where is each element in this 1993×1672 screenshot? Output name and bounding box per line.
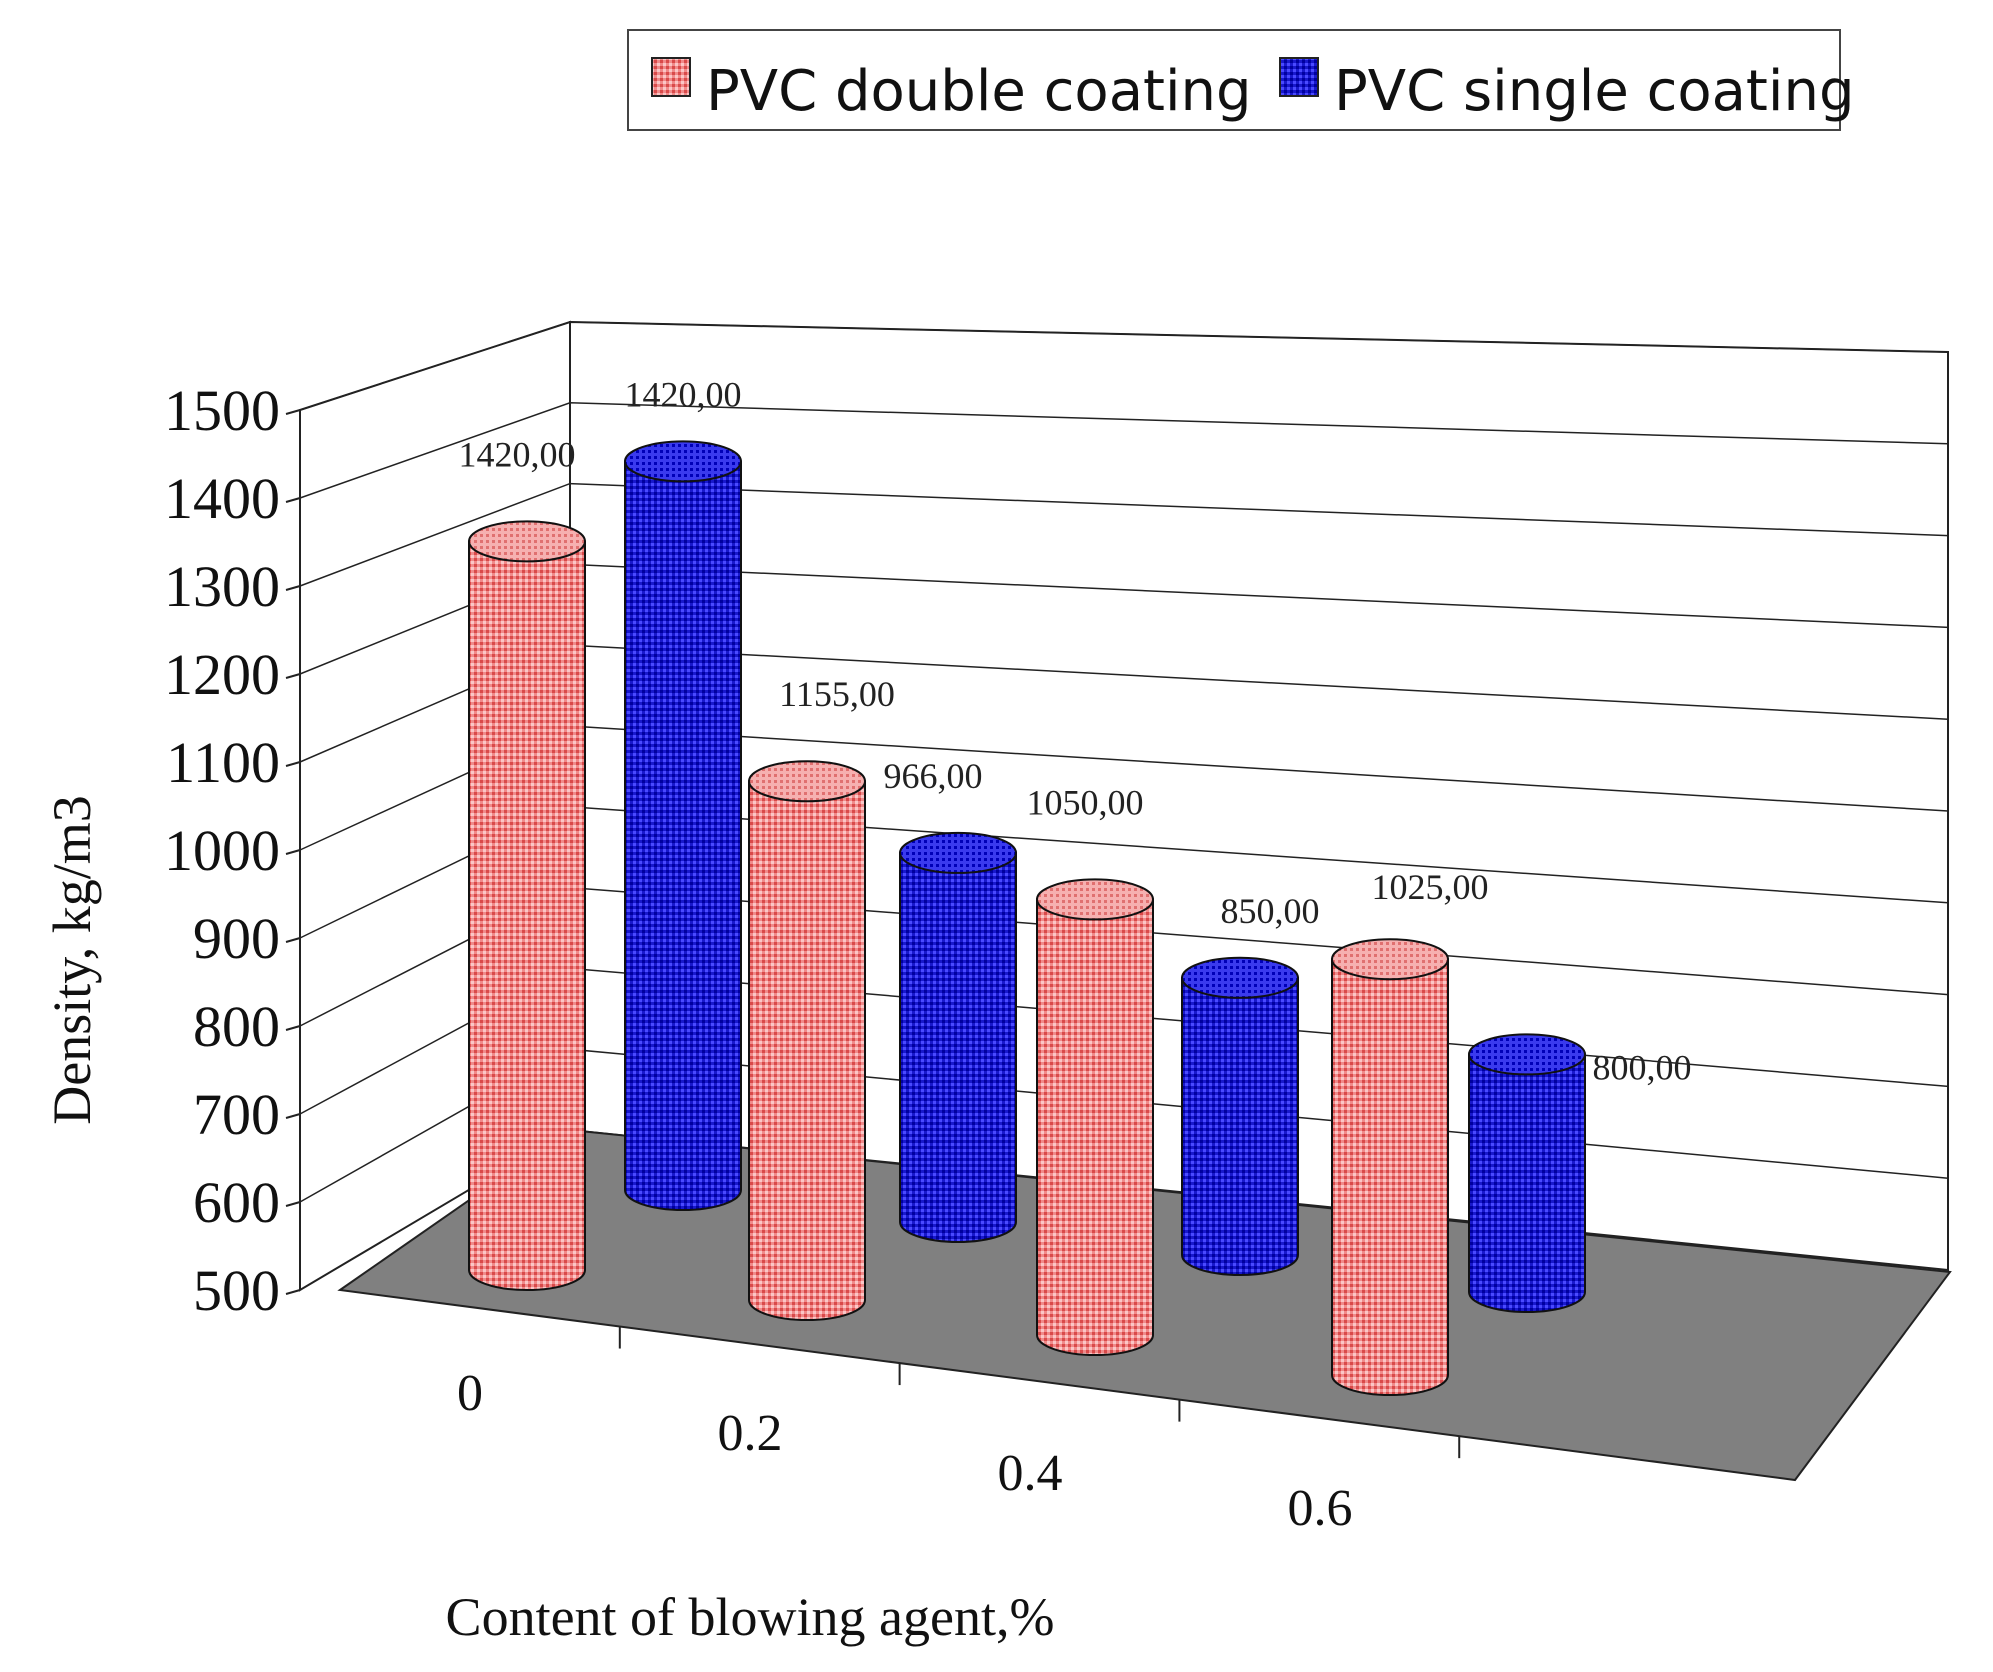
legend-swatch-double [651, 57, 691, 97]
bar-double-coating [1036, 878, 1154, 1356]
bar-top [899, 831, 1017, 874]
x-axis-label: Content of blowing agent,% [446, 1587, 1055, 1647]
y-axis-label: Density, kg/m3 [42, 795, 102, 1124]
bar-body [1181, 976, 1299, 1276]
bars [468, 440, 1586, 1396]
bar-double-coating [468, 520, 586, 1291]
bar-single-coating [624, 440, 742, 1211]
y-tick-mark [285, 1289, 301, 1295]
data-label: 1025,00 [1372, 867, 1489, 907]
bar-double-coating [1331, 938, 1449, 1396]
bar-body [1036, 898, 1154, 1356]
y-tick-mark [285, 497, 301, 503]
bar-top [1468, 1033, 1586, 1076]
y-tick-label: 1300 [164, 554, 280, 619]
y-tick-mark [285, 761, 301, 767]
data-label: 966,00 [884, 756, 983, 796]
data-label: 1050,00 [1027, 782, 1144, 822]
legend: PVC double coating PVC single coating [627, 29, 1855, 131]
y-tick-label: 1200 [164, 642, 280, 707]
y-tick-label: 600 [193, 1170, 280, 1235]
y-tick-mark [285, 409, 301, 415]
bar-top [748, 760, 866, 803]
data-label: 800,00 [1593, 1047, 1692, 1087]
y-tick-label: 1500 [164, 378, 280, 443]
y-tick-mark [285, 1201, 301, 1207]
y-tick-mark [285, 673, 301, 679]
bar-top [1036, 878, 1154, 921]
y-tick-label: 700 [193, 1082, 280, 1147]
bar-body [1468, 1053, 1586, 1313]
x-tick-label: 0 [457, 1365, 483, 1422]
y-tick-mark [285, 849, 301, 855]
bar-top [624, 440, 742, 483]
legend-label-double: PVC double coating [706, 59, 1252, 124]
bar-top [468, 520, 586, 563]
data-label: 850,00 [1221, 891, 1320, 931]
bar-single-coating [899, 831, 1017, 1243]
bar-body [1331, 958, 1449, 1396]
y-axis: 500 600 700 800 900 1000 1100 1200 1300 1400 1500 [164, 378, 301, 1323]
x-tick-label: 0.2 [718, 1405, 783, 1462]
legend-box [627, 29, 1841, 131]
y-tick-mark [285, 585, 301, 591]
x-tick-label: 0.6 [1288, 1480, 1353, 1537]
data-label: 1420,00 [459, 434, 576, 474]
bar-single-coating [1181, 956, 1299, 1276]
y-tick-mark [285, 1113, 301, 1119]
y-tick-mark [285, 937, 301, 943]
data-labels: 1420,00 1420,00 966,00 1155,00 850,00 1050,00… [459, 374, 1692, 1087]
bar-single-coating [1468, 1033, 1586, 1313]
gridline [299, 482, 1949, 587]
y-tick-label: 1000 [164, 818, 280, 883]
y-tick-label: 900 [193, 906, 280, 971]
legend-label-single: PVC single coating [1334, 59, 1855, 124]
y-tick-label: 1100 [166, 730, 280, 795]
bar-body [748, 780, 866, 1321]
x-tick-label: 0.4 [998, 1445, 1063, 1502]
data-label: 1155,00 [779, 674, 895, 714]
data-label: 1420,00 [625, 374, 742, 414]
legend-swatch-single [1279, 57, 1319, 97]
gridline [299, 321, 1949, 411]
bar-body [468, 540, 586, 1291]
y-tick-label: 1400 [164, 466, 280, 531]
y-tick-label: 800 [193, 994, 280, 1059]
bar-body [624, 460, 742, 1211]
y-tick-mark [285, 1025, 301, 1031]
bar-double-coating [748, 760, 866, 1321]
gridline [299, 402, 1949, 499]
x-axis: 0 0.2 0.4 0.6 [457, 1326, 1461, 1537]
y-tick-label: 500 [193, 1258, 280, 1323]
bar-top [1181, 956, 1299, 999]
bar-body [899, 851, 1017, 1243]
bar-top [1331, 938, 1449, 981]
